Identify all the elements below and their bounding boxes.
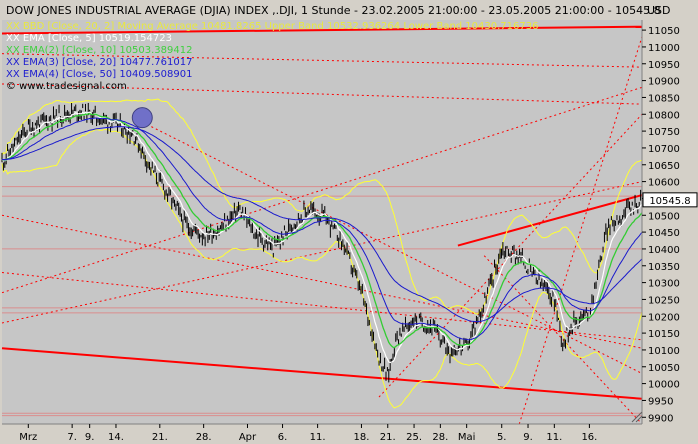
last-price-box: [642, 192, 698, 208]
ema-20-line: [1, 117, 643, 341]
legend-entry: XX EMA(2) [Close, 10] 10503.389412: [6, 45, 192, 56]
y-tick-label: 10300: [648, 279, 680, 290]
legend-entry: XX EMA(4) [Close, 50] 10409.508901: [6, 69, 192, 80]
y-tick-label: 10400: [648, 245, 680, 256]
x-tick-label: 6.: [278, 432, 288, 443]
y-axis: 9900 9950 10000 10050 10100 10150 10200 10250 10…: [641, 20, 680, 424]
y-tick-label: 10050: [648, 363, 680, 374]
y-tick-label: 10250: [648, 295, 680, 306]
x-tick-label: 9.: [85, 432, 95, 443]
y-tick-label: 10700: [648, 144, 680, 155]
trendline-dotted: [1, 214, 643, 349]
bollinger-upper: [1, 98, 643, 315]
trendline: [457, 194, 643, 247]
trendline: [1, 347, 643, 400]
y-tick-label: 10500: [648, 211, 680, 222]
x-tick-label: Mrz: [19, 432, 37, 443]
y-tick-label: 10200: [648, 312, 680, 323]
y-tick-label: 10800: [648, 110, 680, 121]
legend-entry: XX EMA [Close, 5] 10519.154723: [6, 33, 172, 44]
x-tick-label: 21.: [152, 432, 168, 443]
trendline-dotted: [1, 181, 643, 324]
trendline: [1, 25, 643, 35]
ema-10-line: [1, 112, 643, 349]
y-tick-label: 10650: [648, 161, 680, 172]
annotation-marker[interactable]: [131, 107, 153, 129]
y-tick-label: 10600: [648, 178, 680, 189]
x-tick-label: 14.: [108, 432, 124, 443]
x-tick-label: 28.: [432, 432, 448, 443]
y-tick-label: 10950: [648, 60, 680, 71]
x-axis: Mrz 7. 9. 14. 21. 28. Apr 6. 11. 18. 21. 25. 28. Mai 5…: [2, 423, 642, 443]
legend-entry: XX BBD [Close, 20, 2] Moving Average 104…: [6, 21, 538, 32]
x-tick-label: Apr: [239, 432, 257, 443]
bollinger-lower: [1, 128, 643, 409]
trendline-dotted: [1, 86, 643, 294]
x-tick-label: 25.: [406, 432, 422, 443]
x-tick-label: 16.: [581, 432, 597, 443]
x-tick-label: 7.: [67, 432, 77, 443]
trendlines: [1, 25, 643, 425]
last-price-label: 10545.8: [649, 196, 690, 207]
x-tick-label: 18.: [353, 432, 369, 443]
y-tick-label: 10450: [648, 228, 680, 239]
x-tick-label: 11.: [546, 432, 562, 443]
ema-5-line: [1, 111, 643, 364]
y-tick-label: 11050: [648, 26, 680, 37]
y-tick-label: 10000: [648, 380, 680, 391]
bollinger-bands: [1, 98, 643, 409]
y-tick-label: 10750: [648, 127, 680, 138]
chart-title: DOW JONES INDUSTRIAL AVERAGE (DJIA) INDE…: [6, 4, 661, 17]
resize-grip-icon[interactable]: [631, 411, 643, 423]
x-tick-label: 21.: [380, 432, 396, 443]
trendline-dotted: [1, 272, 643, 341]
x-tick-label: Mai: [458, 432, 476, 443]
y-tick-label: 10350: [648, 262, 680, 273]
x-tick-label: 11.: [310, 432, 326, 443]
y-tick-label: 11000: [648, 43, 680, 54]
x-tick-label: 28.: [196, 432, 212, 443]
y-tick-label: 10100: [648, 346, 680, 357]
x-tick-label: 5.: [497, 432, 507, 443]
y-tick-label: 10900: [648, 77, 680, 88]
trendline-dotted: [1, 53, 643, 68]
ema-lines: [1, 111, 643, 364]
y-tick-label: 9900: [648, 413, 673, 424]
currency-label: USD: [647, 4, 671, 17]
trendline-dotted: [483, 255, 643, 425]
trendline-dotted: [378, 113, 643, 398]
ema-50-line: [1, 125, 643, 323]
y-tick-label: 10150: [648, 329, 680, 340]
legend-entry: © www.tradesignal.com: [6, 81, 127, 92]
y-tick-label: 10850: [648, 93, 680, 104]
y-tick-label: 9950: [648, 396, 673, 407]
last-price-tag: 10545.8: [642, 192, 698, 208]
legend: XX BBD [Close, 20, 2] Moving Average 104…: [6, 21, 538, 92]
trendline-dotted: [1, 83, 643, 105]
x-tick-label: 9.: [523, 432, 533, 443]
legend-entry: XX EMA(3) [Close, 20] 10477.761017: [6, 57, 192, 68]
